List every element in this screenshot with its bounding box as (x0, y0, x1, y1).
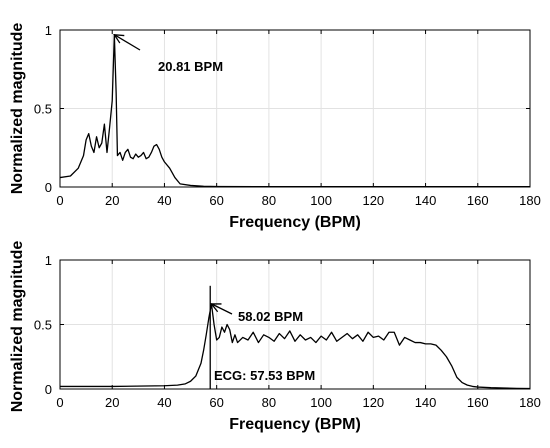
x-tick-label: 20 (105, 193, 119, 208)
bottom-series-line (60, 303, 531, 390)
x-tick-label: 0 (56, 193, 63, 208)
bottom-panel: 0 20 40 60 80 100 120 140 160 180 0 0.5 1 58.02 BPM E… (9, 241, 541, 433)
annotation-arrow (211, 303, 233, 315)
x-tick-label: 60 (209, 193, 223, 208)
annotation-arrowhead (113, 33, 125, 44)
x-tick-label: 60 (209, 395, 223, 410)
y-tick-label: 0 (45, 382, 52, 397)
annotation-label: 20.81 BPM (158, 59, 223, 74)
top-ticks: 0 20 40 60 80 100 120 140 160 180 0 0.5 1 (34, 23, 541, 208)
annotation-label: 58.02 BPM (238, 309, 303, 324)
x-tick-label: 40 (157, 193, 171, 208)
x-tick-label: 80 (262, 395, 276, 410)
y-tick-label: 1 (45, 253, 52, 268)
top-series-line (59, 34, 530, 188)
annotation-arrowhead (210, 303, 222, 313)
bottom-ticks: 0 20 40 60 80 100 120 140 160 180 0 0.5 1 (34, 253, 541, 410)
bottom-x-axis-label: Frequency (BPM) (229, 416, 361, 433)
series-line (60, 303, 531, 390)
x-tick-label: 140 (415, 193, 437, 208)
x-tick-label: 100 (310, 395, 332, 410)
y-tick-label: 1 (45, 23, 52, 38)
x-tick-label: 160 (467, 395, 489, 410)
bottom-y-axis-label: Normalized magnitude (9, 241, 26, 413)
y-tick-label: 0.5 (34, 318, 52, 333)
x-tick-label: 180 (519, 193, 541, 208)
x-tick-label: 0 (56, 395, 63, 410)
top-annotations: 20.81 BPM (113, 33, 223, 74)
series-line (59, 34, 530, 188)
top-grid (59, 29, 531, 188)
annotation-label: ECG: 57.53 BPM (214, 368, 315, 383)
top-y-axis-label: Normalized magnitude (9, 23, 26, 195)
y-tick-label: 0 (45, 180, 52, 195)
x-tick-label: 180 (519, 395, 541, 410)
x-tick-label: 120 (362, 193, 384, 208)
x-tick-label: 140 (415, 395, 437, 410)
annotation-arrow (114, 34, 141, 51)
top-x-axis-label: Frequency (BPM) (229, 214, 361, 231)
x-tick-label: 40 (157, 395, 171, 410)
x-tick-label: 100 (310, 193, 332, 208)
bottom-annotations: 58.02 BPM ECG: 57.53 BPM (210, 303, 315, 383)
x-tick-label: 80 (262, 193, 276, 208)
x-tick-label: 120 (362, 395, 384, 410)
x-tick-label: 160 (467, 193, 489, 208)
y-tick-label: 0.5 (34, 102, 52, 117)
x-tick-label: 20 (105, 395, 119, 410)
